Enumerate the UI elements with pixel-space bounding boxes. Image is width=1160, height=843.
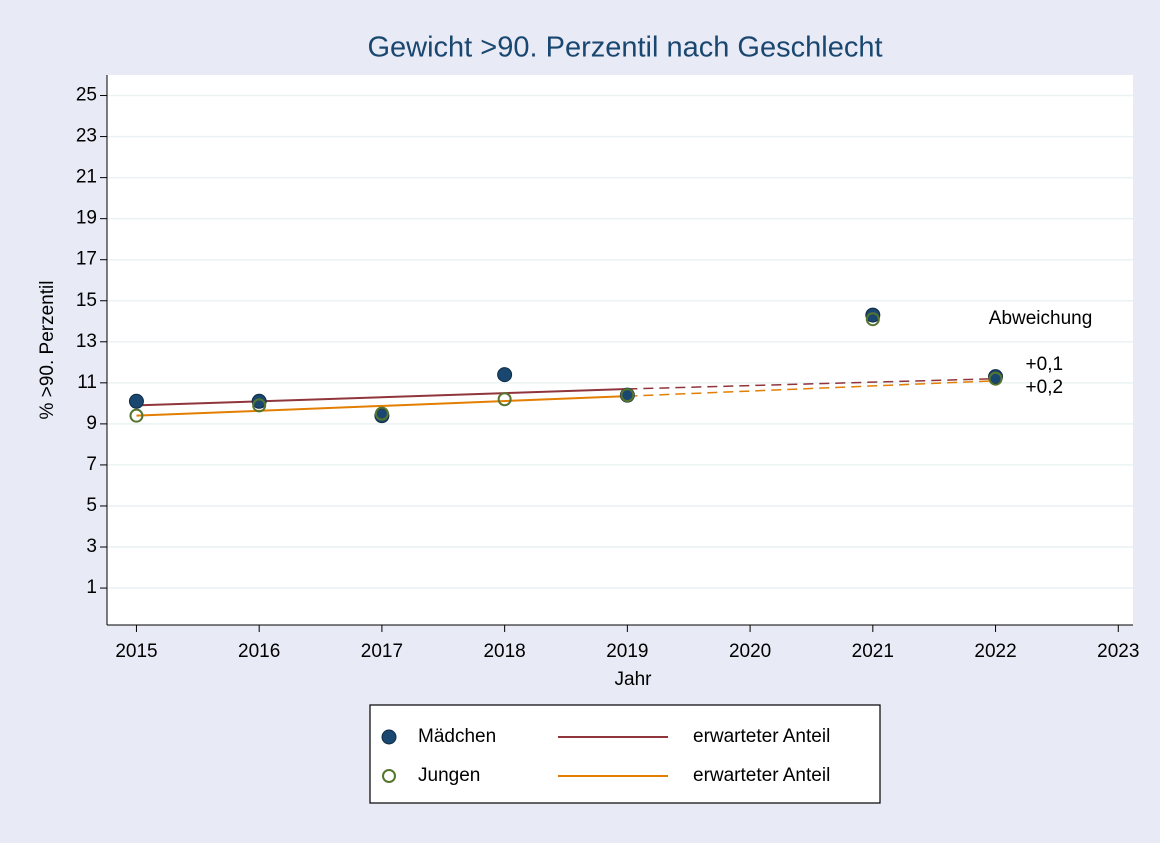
y-axis-label: % >90. Perzentil — [37, 281, 58, 420]
forecast-line — [627, 380, 996, 397]
legend-marker — [381, 729, 397, 745]
chart-title: Gewicht >90. Perzentil nach Geschlecht — [367, 32, 882, 64]
y-tick-label: 17 — [76, 249, 97, 270]
forecast-line — [627, 377, 996, 390]
y-tick-label: 13 — [76, 331, 97, 352]
annotation-label: +0,1 — [1026, 354, 1064, 375]
trend-line — [136, 387, 628, 407]
x-tick-label: 2022 — [974, 641, 1016, 662]
legend-label: Mädchen — [418, 726, 496, 747]
y-tick-label: 3 — [86, 536, 97, 557]
legend-label: erwarteter Anteil — [693, 726, 830, 747]
x-axis-label: Jahr — [615, 669, 653, 690]
point — [128, 393, 144, 409]
y-tick-label: 5 — [86, 495, 97, 516]
y-tick-label: 23 — [76, 126, 97, 147]
x-tick-label: 2021 — [852, 641, 894, 662]
x-tick-label: 2017 — [361, 641, 403, 662]
annotation-title: Abweichung — [989, 308, 1093, 329]
legend-marker — [382, 769, 396, 783]
legend-label: erwarteter Anteil — [693, 765, 830, 786]
point — [252, 398, 267, 413]
point — [620, 388, 635, 403]
x-tick-label: 2018 — [483, 641, 525, 662]
point — [251, 393, 267, 409]
point — [374, 406, 389, 421]
x-tick-label: 2020 — [729, 641, 771, 662]
y-tick-label: 11 — [77, 372, 97, 393]
point — [129, 408, 144, 423]
point — [497, 367, 513, 383]
y-tick-label: 9 — [86, 413, 97, 434]
x-tick-label: 2019 — [606, 641, 648, 662]
y-tick-label: 15 — [76, 290, 97, 311]
y-tick-label: 25 — [76, 85, 97, 106]
y-tick-label: 19 — [76, 208, 97, 229]
x-tick-label: 2023 — [1097, 641, 1139, 662]
point — [865, 307, 881, 323]
point — [988, 371, 1003, 386]
plot-area — [107, 75, 1133, 625]
x-tick-label: 2016 — [238, 641, 280, 662]
x-tick-label: 2015 — [115, 641, 157, 662]
legend-box — [369, 704, 881, 804]
point — [865, 312, 880, 327]
annotation-label: +0,2 — [1026, 377, 1064, 398]
trend-line — [136, 395, 628, 417]
legend-label: Jungen — [418, 765, 480, 786]
y-tick-label: 7 — [86, 454, 97, 475]
y-tick-label: 21 — [76, 167, 97, 188]
y-tick-label: 1 — [86, 577, 97, 598]
point — [497, 392, 512, 407]
